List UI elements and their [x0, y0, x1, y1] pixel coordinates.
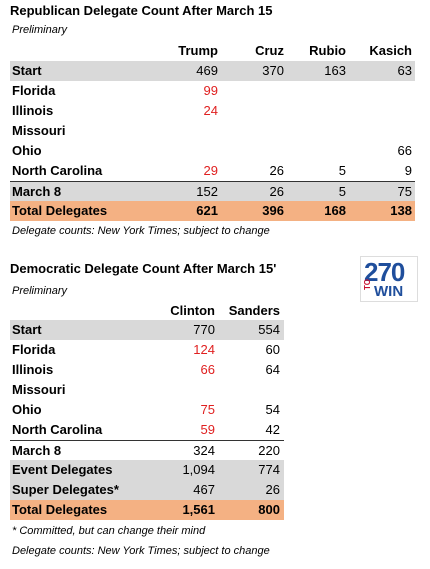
row-label: Super Delegates* [12, 482, 119, 497]
row-label: Total Delegates [12, 502, 108, 517]
row-label: Missouri [12, 123, 66, 138]
cell-value: 63 [397, 63, 412, 78]
cell-value: 5 [338, 163, 346, 178]
cell-value: 5 [338, 184, 346, 199]
dem-subtitle: Preliminary [12, 285, 68, 297]
table-row: Super Delegates* 467 26 [10, 480, 284, 500]
row-label: Start [12, 63, 42, 78]
cell-value: 66 [200, 362, 215, 377]
column-header: Sanders [228, 303, 280, 318]
logo-win: WIN [374, 283, 404, 300]
cell-value: 1,094 [182, 462, 215, 477]
table-row: Total Delegates 1,561 800 [10, 500, 284, 520]
logo: 270 TO WIN [360, 256, 418, 302]
table-row: Missouri [10, 121, 415, 141]
cell-value: 99 [203, 83, 218, 98]
table-row: Start 469 370 163 63 [10, 61, 415, 81]
row-label: Total Delegates [12, 203, 108, 218]
dem-title: Democratic Delegate Count After March 15… [10, 261, 277, 276]
cell-value: 124 [193, 342, 215, 357]
rep-title: Republican Delegate Count After March 15 [10, 3, 273, 18]
table-row: North Carolina 59 42 [10, 420, 284, 440]
cell-value: 467 [193, 482, 215, 497]
cell-value: 370 [262, 63, 284, 78]
table-row: Florida 124 60 [10, 340, 284, 360]
row-label: Ohio [12, 143, 42, 158]
row-label: North Carolina [12, 422, 103, 437]
cell-value: 1,561 [182, 502, 215, 517]
cell-value: 554 [258, 322, 280, 337]
logo-number: 270 [364, 257, 405, 287]
column-header: Rubio [309, 43, 346, 58]
cell-value: 64 [265, 362, 280, 377]
rep-subtitle: Preliminary [12, 24, 68, 36]
table-row: Event Delegates 1,094 774 [10, 460, 284, 480]
cell-value: 800 [258, 502, 280, 517]
rep-source: Delegate counts: New York Times; subject… [12, 225, 270, 237]
cell-value: 42 [265, 422, 280, 437]
cell-value: 324 [193, 443, 215, 458]
cell-value: 138 [390, 203, 412, 218]
cell-value: 26 [265, 482, 280, 497]
cell-value: 163 [324, 63, 346, 78]
table-row: Ohio 66 [10, 141, 415, 161]
row-label: Illinois [12, 362, 54, 377]
row-label: Florida [12, 83, 56, 98]
cell-value: 54 [265, 402, 280, 417]
row-label: Ohio [12, 402, 42, 417]
cell-value: 621 [196, 203, 218, 218]
cell-value: 168 [324, 203, 346, 218]
row-label: Missouri [12, 382, 66, 397]
column-header: Cruz [255, 43, 284, 58]
cell-value: 770 [193, 322, 215, 337]
table-row: Illinois 66 64 [10, 360, 284, 380]
table-row: March 8 324 220 [10, 440, 284, 461]
dem-source: Delegate counts: New York Times; subject… [12, 545, 270, 557]
cell-value: 75 [200, 402, 215, 417]
cell-value: 152 [196, 184, 218, 199]
table-row: Illinois 24 [10, 101, 415, 121]
column-header: Clinton [170, 303, 215, 318]
cell-value: 9 [404, 163, 412, 178]
table-row: Total Delegates 621 396 168 138 [10, 201, 415, 221]
row-label: Florida [12, 342, 56, 357]
cell-value: 774 [258, 462, 280, 477]
dem-footnote: * Committed, but can change their mind [12, 525, 206, 537]
column-header: Kasich [369, 43, 412, 58]
cell-value: 26 [269, 184, 284, 199]
cell-value: 26 [269, 163, 284, 178]
cell-value: 29 [203, 163, 218, 178]
row-label: Event Delegates [12, 462, 113, 477]
table-row: North Carolina 29 26 5 9 [10, 161, 415, 181]
row-label: March 8 [12, 184, 62, 199]
cell-value: 396 [262, 203, 284, 218]
cell-value: 220 [258, 443, 280, 458]
table-row: March 8 152 26 5 75 [10, 181, 415, 202]
table-row: Florida 99 [10, 81, 415, 101]
row-label: North Carolina [12, 163, 103, 178]
column-header: Trump [178, 43, 218, 58]
row-label: Start [12, 322, 42, 337]
cell-value: 66 [397, 143, 412, 158]
cell-value: 24 [203, 103, 218, 118]
cell-value: 59 [200, 422, 215, 437]
row-label: March 8 [12, 443, 62, 458]
cell-value: 75 [397, 184, 412, 199]
cell-value: 60 [265, 342, 280, 357]
logo-to: TO [363, 279, 372, 290]
table-row: Ohio 75 54 [10, 400, 284, 420]
row-label: Illinois [12, 103, 54, 118]
cell-value: 469 [196, 63, 218, 78]
table-row: Start 770 554 [10, 320, 284, 340]
table-row: Missouri [10, 380, 284, 400]
